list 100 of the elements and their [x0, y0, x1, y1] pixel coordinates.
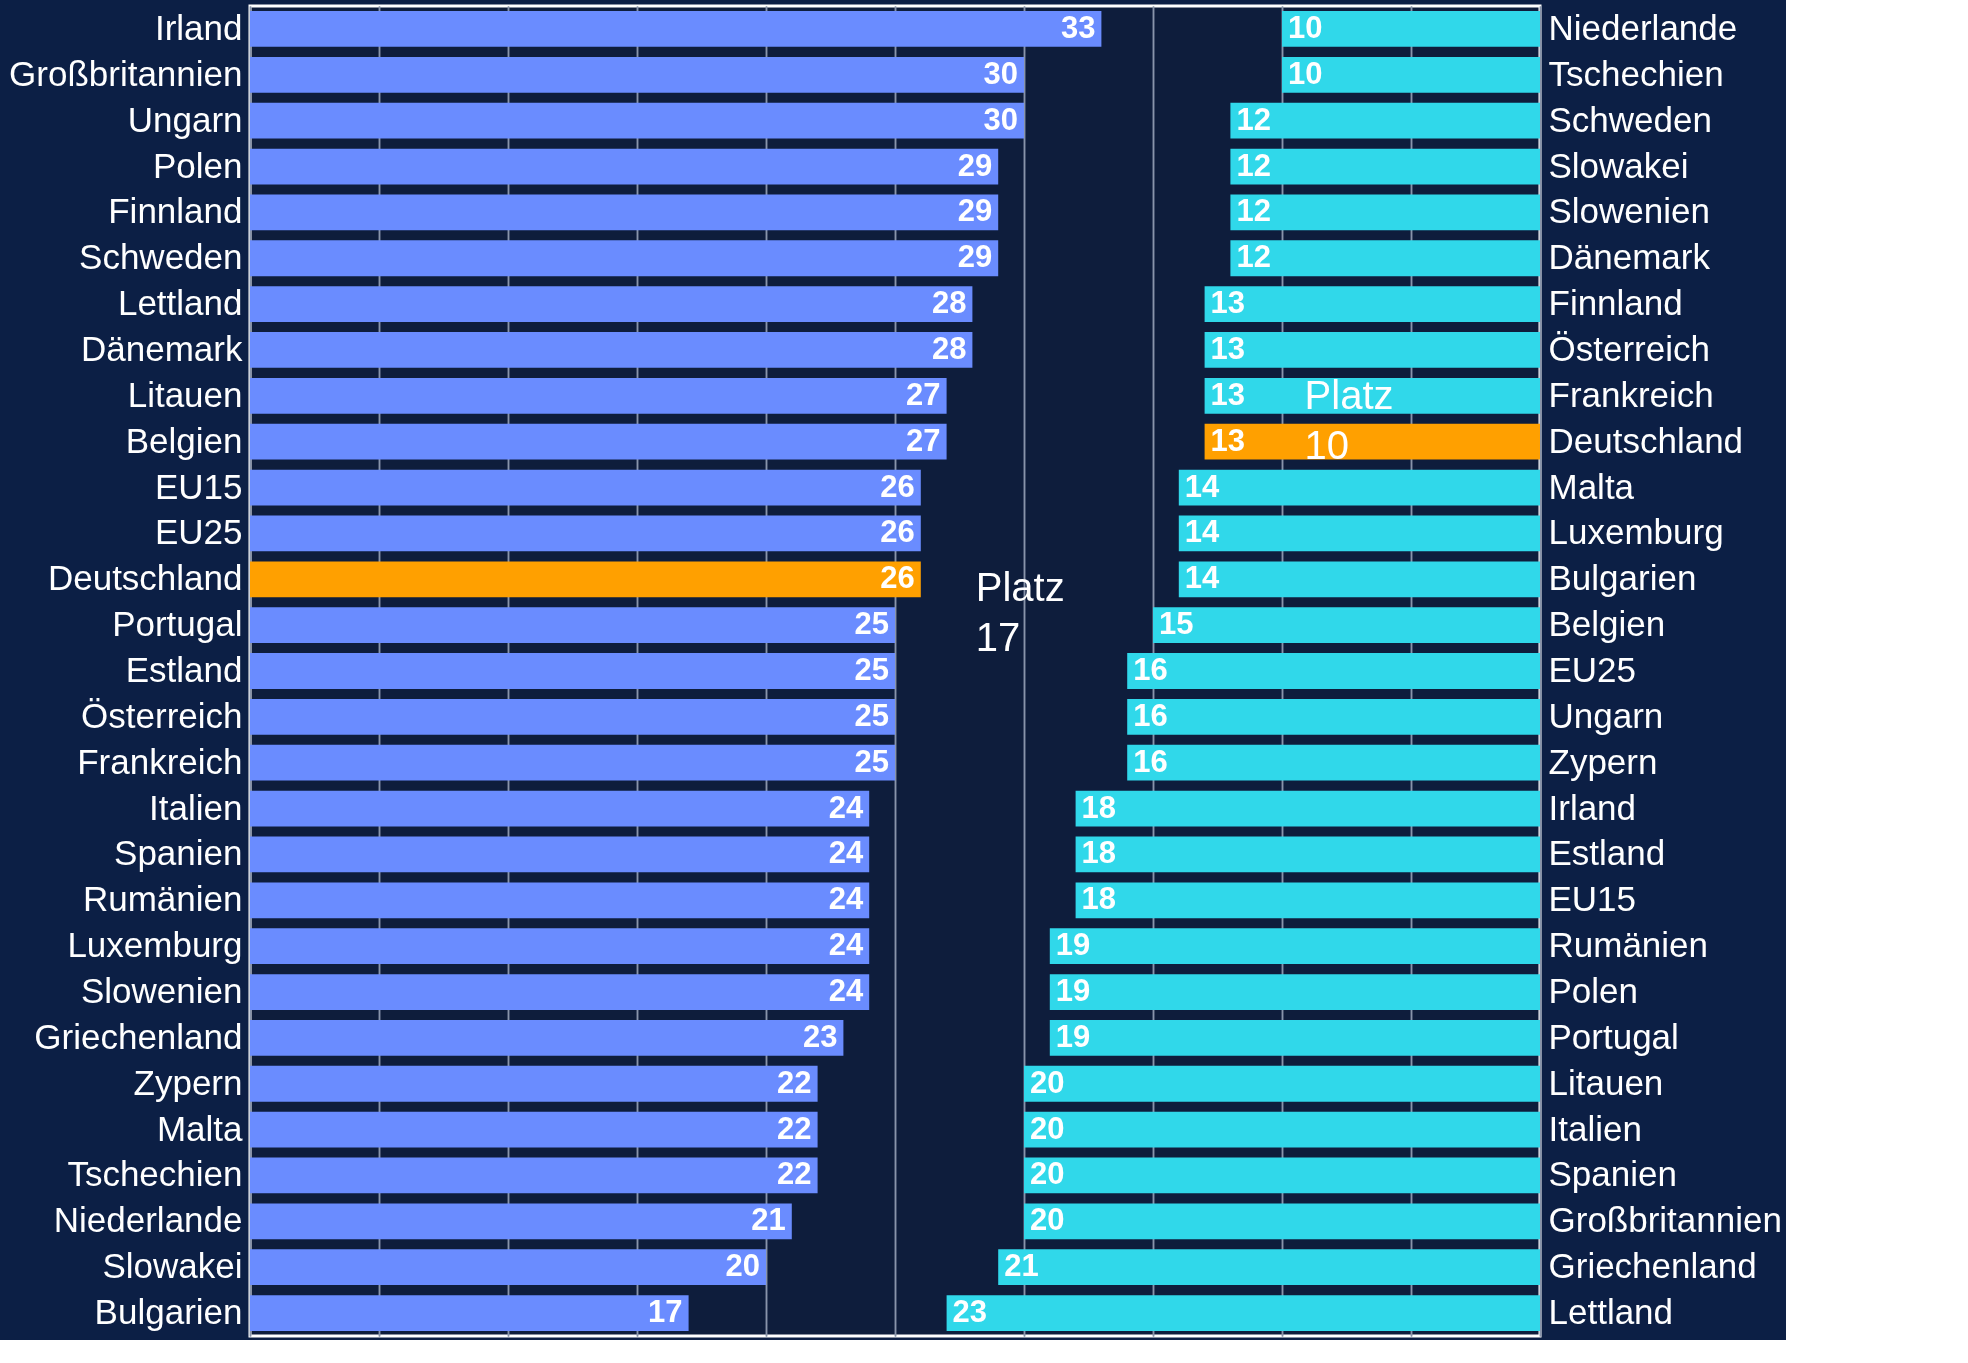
data-label: 25: [854, 743, 889, 779]
y-tick-label: Lettland: [117, 283, 243, 323]
data-label: 13: [1210, 376, 1246, 412]
data-label: 16: [1133, 697, 1168, 733]
data-label: 29: [957, 239, 993, 275]
data-label: 23: [952, 1294, 988, 1330]
data-label: 26: [880, 560, 915, 596]
data-label: 30: [983, 55, 1018, 91]
data-label: 20: [1030, 1110, 1065, 1146]
y-tick-label: Spanien: [114, 833, 243, 873]
annotation: Platz 10: [1304, 372, 1394, 467]
y-tick-label: Dänemark: [81, 328, 243, 368]
y-tick-label: Frankreich: [1548, 374, 1714, 414]
y-tick-label: Schweden: [1548, 99, 1712, 139]
data-label: 14: [1184, 514, 1221, 550]
data-label: 12: [1236, 101, 1271, 137]
data-label: 13: [1210, 422, 1246, 458]
data-label: 14: [1184, 468, 1221, 504]
y-tick-label: Bulgarien: [94, 1292, 243, 1332]
y-tick-label: Polen: [1548, 971, 1639, 1011]
y-tick-label: Niederlande: [53, 1200, 243, 1240]
data-label: 24: [828, 789, 864, 825]
data-label: 20: [1030, 1064, 1065, 1100]
annotation: Platz 17: [975, 565, 1065, 660]
data-label: 24: [828, 835, 864, 871]
y-tick-label: Italien: [149, 787, 243, 827]
data-label: 22: [777, 1156, 812, 1192]
y-tick-label: EU25: [1548, 650, 1637, 689]
y-tick-label: Italien: [1548, 1108, 1642, 1148]
y-tick-label: Bulgarien: [1548, 558, 1697, 598]
data-label: 13: [1210, 330, 1246, 366]
data-label: 25: [854, 697, 889, 733]
data-label: 26: [880, 468, 915, 504]
data-label: 20: [1030, 1156, 1065, 1192]
data-label: 22: [777, 1064, 812, 1100]
y-tick-label: Deutschland: [47, 558, 243, 598]
y-tick-label: Niederlande: [1548, 7, 1738, 47]
data-label: 29: [957, 147, 993, 183]
data-label: 23: [802, 1018, 838, 1054]
data-label: 19: [1055, 973, 1091, 1009]
y-tick-label: Portugal: [112, 604, 243, 644]
y-tick-label: Großbritannien: [9, 53, 243, 93]
y-tick-label: Ungarn: [127, 99, 243, 139]
y-tick-label: Zypern: [133, 1062, 243, 1102]
data-label: 15: [1159, 606, 1194, 642]
data-label: 27: [906, 422, 941, 458]
data-label: 29: [957, 193, 993, 229]
data-label: 21: [751, 1202, 786, 1238]
y-tick-label: Malta: [156, 1108, 244, 1148]
y-tick-label: Rumänien: [82, 879, 243, 919]
y-tick-label: Slowakei: [102, 1246, 243, 1286]
data-label: 20: [1030, 1202, 1065, 1238]
data-label: 33: [1060, 9, 1096, 45]
data-label: 10: [1288, 55, 1323, 91]
y-tick-label: Spanien: [1548, 1154, 1677, 1194]
data-label: 19: [1055, 927, 1091, 963]
y-tick-label: Frankreich: [77, 741, 243, 781]
y-tick-label: Österreich: [81, 695, 243, 735]
y-tick-label: EU15: [154, 466, 243, 506]
data-label: 18: [1081, 881, 1117, 917]
y-tick-label: Slowenien: [1548, 191, 1710, 231]
data-label: 19: [1055, 1018, 1091, 1054]
y-tick-label: Tschechien: [1548, 53, 1724, 93]
data-label: 20: [725, 1248, 760, 1284]
y-tick-label: Luxemburg: [1548, 512, 1724, 552]
data-label: 12: [1236, 239, 1271, 275]
data-label: 14: [1184, 560, 1221, 596]
y-tick-label: Estland: [1548, 833, 1666, 873]
y-tick-label: Slowakei: [1548, 145, 1689, 185]
y-tick-label: Dänemark: [1548, 237, 1711, 277]
data-label: 18: [1081, 789, 1117, 825]
y-tick-label: Griechenland: [34, 1016, 243, 1056]
data-label: 21: [1004, 1248, 1039, 1284]
y-tick-label: Litauen: [127, 374, 243, 414]
y-tick-label: Deutschland: [1548, 420, 1744, 460]
data-label: 22: [777, 1110, 812, 1146]
data-label: 16: [1133, 743, 1168, 779]
y-tick-label: Malta: [1548, 466, 1635, 506]
data-label: 25: [854, 652, 889, 687]
data-label: 27: [906, 376, 941, 412]
y-tick-label: Lettland: [1548, 1292, 1674, 1332]
y-tick-label: Irland: [154, 7, 243, 47]
data-label: 30: [983, 101, 1018, 137]
y-tick-label: Belgien: [1548, 604, 1666, 644]
y-tick-label: Litauen: [1548, 1062, 1664, 1102]
y-tick-label: Portugal: [1548, 1016, 1679, 1056]
y-tick-label: Zypern: [1548, 741, 1658, 781]
y-tick-label: Österreich: [1548, 328, 1710, 368]
data-label: 12: [1236, 193, 1271, 229]
data-label: 12: [1236, 147, 1271, 183]
data-label: 17: [648, 1294, 683, 1330]
data-label: 10: [1288, 9, 1323, 45]
data-label: 24: [828, 927, 864, 963]
y-tick-label: Slowenien: [81, 971, 243, 1011]
y-tick-label: EU25: [154, 512, 243, 552]
y-tick-label: Ungarn: [1548, 695, 1664, 735]
y-tick-label: Irland: [1548, 787, 1637, 827]
y-tick-label: Finnland: [1548, 283, 1683, 323]
y-tick-label: EU15: [1548, 879, 1637, 919]
y-tick-label: Tschechien: [67, 1154, 243, 1194]
